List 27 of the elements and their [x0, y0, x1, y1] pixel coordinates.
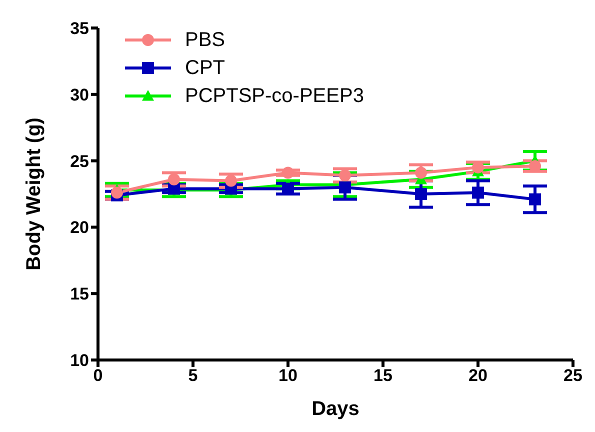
- legend-label: PBS: [185, 28, 226, 52]
- x-tick-label: 20: [468, 366, 488, 386]
- point: [111, 186, 123, 199]
- point: [415, 166, 427, 179]
- x-tick-label: 25: [564, 366, 582, 386]
- x-tick-label: 0: [93, 366, 103, 386]
- point: [282, 166, 294, 179]
- x-tick-label: 10: [278, 366, 298, 386]
- y-tick-label: 30: [70, 85, 89, 104]
- y-tick-label: 20: [70, 218, 89, 238]
- y-tick-label: 25: [70, 152, 89, 171]
- x-tick-label: 15: [374, 366, 392, 386]
- point: [225, 174, 237, 187]
- y-axis-title: Body Weight (g): [23, 118, 46, 270]
- y-tick-label: 10: [70, 351, 89, 370]
- point: [168, 173, 180, 186]
- x-axis-title: Days: [312, 398, 360, 420]
- point: [339, 169, 351, 182]
- legend-label: PCPTSP-co-PEEP3: [185, 84, 364, 108]
- point: [415, 188, 427, 200]
- point: [339, 181, 351, 194]
- point: [472, 186, 484, 199]
- x-tick-label: 5: [188, 366, 198, 386]
- y-tick-label: 35: [70, 19, 89, 38]
- legend-label: CPT: [185, 56, 225, 80]
- y-tick-label: 15: [70, 284, 89, 304]
- point: [529, 193, 541, 206]
